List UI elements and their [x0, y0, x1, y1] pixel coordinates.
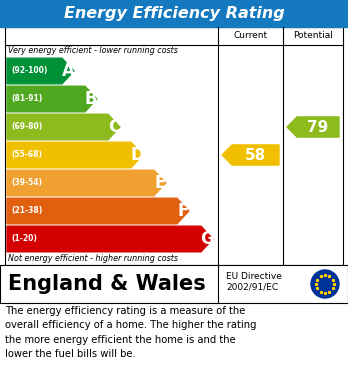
Text: The energy efficiency rating is a measure of the
overall efficiency of a home. T: The energy efficiency rating is a measur…: [5, 306, 256, 359]
Polygon shape: [7, 170, 166, 196]
Text: F: F: [177, 202, 189, 220]
Text: EU Directive
2002/91/EC: EU Directive 2002/91/EC: [226, 272, 282, 292]
Text: Potential: Potential: [293, 32, 333, 41]
Polygon shape: [7, 86, 97, 112]
Text: Not energy efficient - higher running costs: Not energy efficient - higher running co…: [8, 254, 178, 263]
Polygon shape: [7, 142, 143, 168]
Polygon shape: [222, 145, 279, 165]
Text: (39-54): (39-54): [11, 179, 42, 188]
Text: C: C: [108, 118, 120, 136]
Bar: [5, 27, 343, 265]
Polygon shape: [7, 226, 213, 252]
Text: (1-20): (1-20): [11, 235, 37, 244]
Text: D: D: [130, 146, 144, 164]
Polygon shape: [7, 198, 189, 224]
Text: (21-38): (21-38): [11, 206, 42, 215]
Bar: [0, 0, 348, 27]
Text: 79: 79: [307, 120, 329, 135]
Text: 58: 58: [245, 147, 266, 163]
Text: England & Wales: England & Wales: [8, 274, 206, 294]
Text: (69-80): (69-80): [11, 122, 42, 131]
Bar: [0, 265, 348, 303]
Text: Very energy efficient - lower running costs: Very energy efficient - lower running co…: [8, 46, 178, 55]
Text: E: E: [154, 174, 166, 192]
Text: Current: Current: [234, 32, 268, 41]
Text: G: G: [200, 230, 214, 248]
Text: Energy Efficiency Rating: Energy Efficiency Rating: [64, 6, 284, 21]
Circle shape: [311, 270, 339, 298]
Text: (81-91): (81-91): [11, 95, 42, 104]
Text: A: A: [62, 62, 74, 80]
Polygon shape: [287, 117, 339, 137]
Text: (92-100): (92-100): [11, 66, 47, 75]
Text: (55-68): (55-68): [11, 151, 42, 160]
Text: B: B: [85, 90, 97, 108]
Polygon shape: [7, 58, 74, 84]
Polygon shape: [7, 114, 120, 140]
